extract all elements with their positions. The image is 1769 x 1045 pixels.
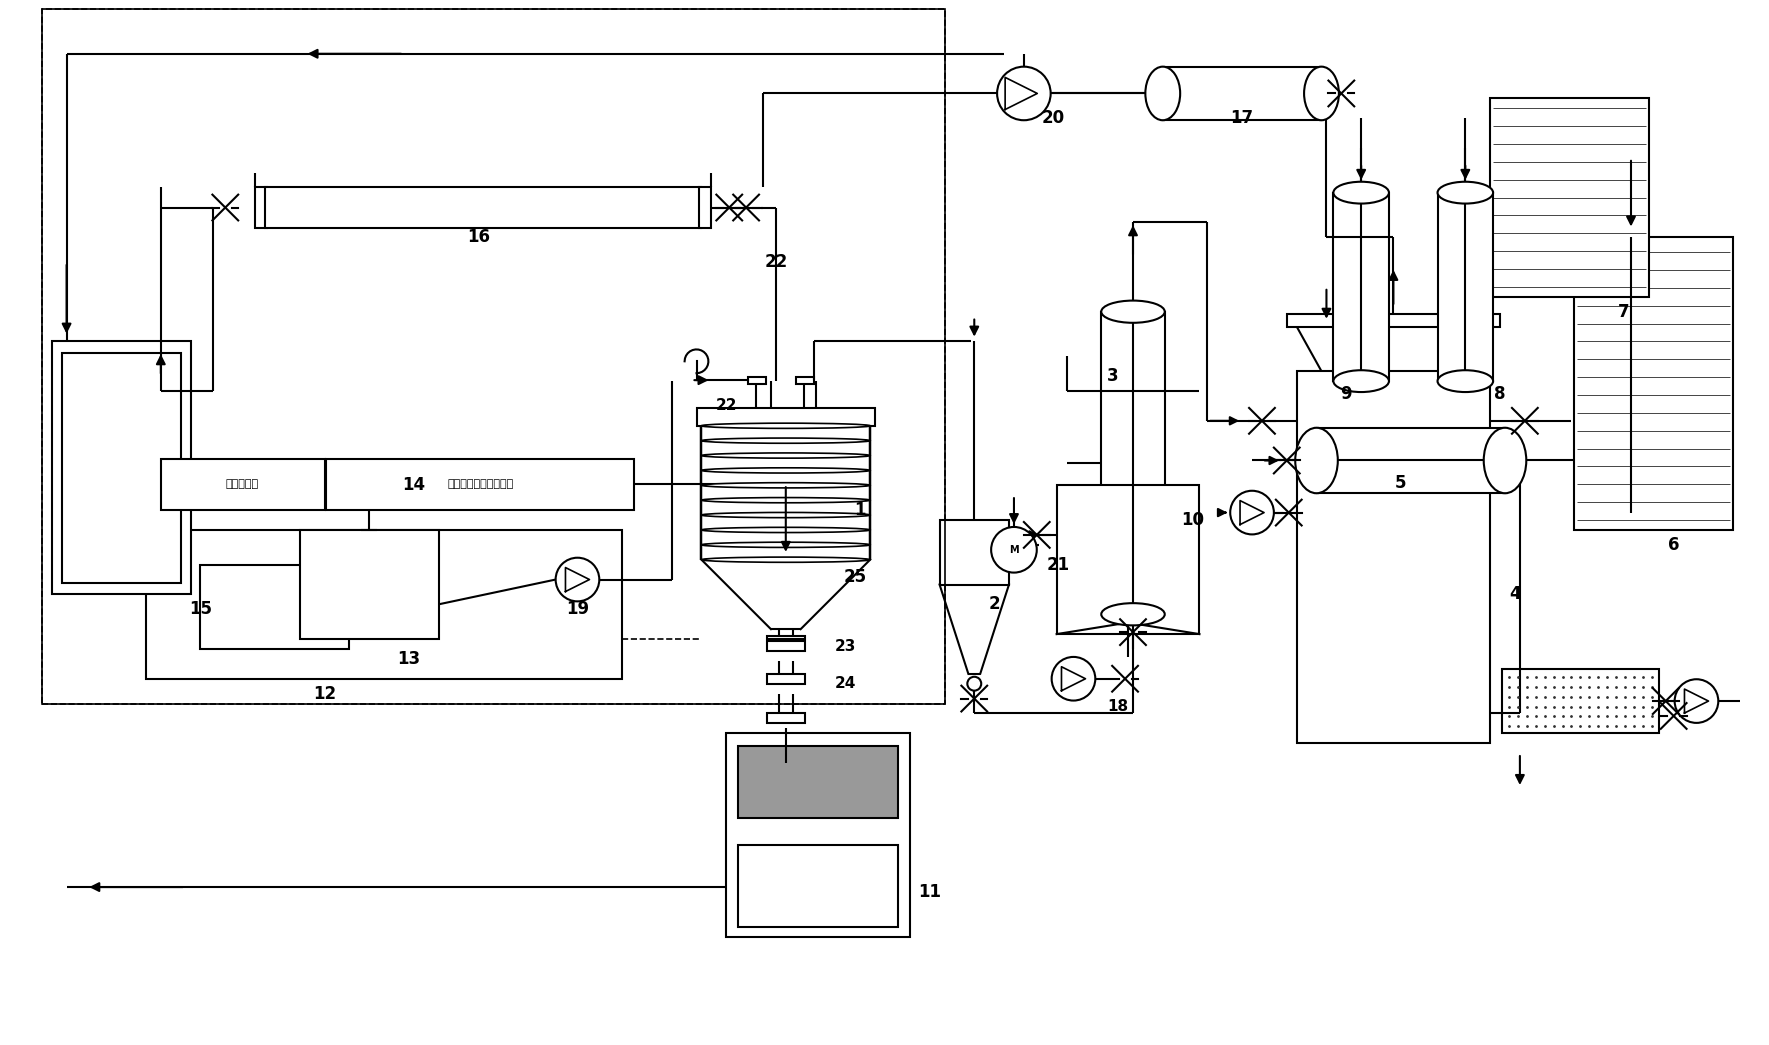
- Ellipse shape: [1438, 182, 1493, 204]
- Text: 4: 4: [1509, 585, 1521, 603]
- Text: 24: 24: [835, 676, 856, 691]
- Ellipse shape: [702, 438, 870, 443]
- Circle shape: [555, 558, 600, 601]
- Bar: [697, 408, 876, 425]
- Bar: [327, 459, 633, 510]
- Ellipse shape: [702, 483, 870, 488]
- Text: 18: 18: [1107, 699, 1129, 714]
- Bar: [1297, 371, 1489, 743]
- Bar: [1489, 98, 1649, 297]
- Text: 得到活性炭: 得到活性炭: [226, 480, 258, 489]
- Ellipse shape: [702, 423, 870, 428]
- Ellipse shape: [702, 468, 870, 473]
- Bar: [255, 187, 267, 229]
- Ellipse shape: [1102, 301, 1164, 323]
- Circle shape: [968, 677, 982, 691]
- Bar: [1334, 192, 1389, 381]
- Bar: [161, 459, 324, 510]
- Bar: [768, 641, 805, 651]
- Ellipse shape: [702, 497, 870, 503]
- Bar: [1056, 485, 1199, 634]
- Bar: [768, 714, 805, 723]
- Bar: [1316, 427, 1505, 493]
- Ellipse shape: [1304, 67, 1339, 120]
- Bar: [1502, 669, 1659, 734]
- Text: 21: 21: [1047, 556, 1070, 574]
- Circle shape: [991, 527, 1037, 573]
- Ellipse shape: [702, 542, 870, 548]
- Text: 粉碎、选粒、赋活处理: 粉碎、选粒、赋活处理: [448, 480, 513, 489]
- Ellipse shape: [702, 528, 870, 533]
- Text: 9: 9: [1341, 385, 1352, 403]
- Bar: [748, 377, 766, 385]
- Text: 2: 2: [989, 596, 999, 613]
- Text: 17: 17: [1231, 110, 1254, 127]
- Circle shape: [1675, 679, 1718, 723]
- Bar: [1162, 67, 1321, 120]
- Text: 25: 25: [844, 567, 867, 585]
- Ellipse shape: [702, 557, 870, 562]
- Bar: [42, 9, 945, 703]
- Text: 14: 14: [402, 477, 425, 494]
- Text: 1: 1: [854, 502, 867, 519]
- Ellipse shape: [1484, 427, 1527, 493]
- Bar: [768, 674, 805, 683]
- Text: 22: 22: [715, 398, 738, 414]
- Text: 12: 12: [313, 684, 336, 702]
- Bar: [265, 187, 702, 229]
- Bar: [796, 377, 814, 385]
- Circle shape: [998, 67, 1051, 120]
- Text: 5: 5: [1396, 474, 1406, 492]
- Text: 13: 13: [398, 650, 421, 668]
- Ellipse shape: [702, 452, 870, 458]
- Text: 8: 8: [1495, 385, 1505, 403]
- Bar: [145, 530, 623, 679]
- Ellipse shape: [702, 512, 870, 517]
- Text: 19: 19: [566, 600, 589, 619]
- Bar: [1438, 192, 1493, 381]
- Bar: [699, 187, 711, 229]
- Text: 15: 15: [189, 600, 212, 619]
- Text: 6: 6: [1668, 536, 1679, 554]
- Text: M: M: [1008, 544, 1019, 555]
- Ellipse shape: [1334, 182, 1389, 204]
- Text: 11: 11: [918, 883, 941, 901]
- Bar: [334, 467, 403, 505]
- Bar: [299, 530, 439, 640]
- Ellipse shape: [1102, 603, 1164, 625]
- Text: 23: 23: [835, 640, 856, 654]
- Bar: [1102, 311, 1164, 614]
- Bar: [51, 342, 191, 595]
- Text: 7: 7: [1619, 303, 1629, 321]
- Bar: [200, 564, 348, 649]
- Text: 10: 10: [1182, 511, 1205, 529]
- Circle shape: [1051, 657, 1095, 700]
- Text: 3: 3: [1107, 367, 1120, 386]
- Ellipse shape: [1438, 370, 1493, 392]
- Bar: [1574, 237, 1734, 530]
- Text: 20: 20: [1042, 110, 1065, 127]
- Ellipse shape: [1334, 370, 1389, 392]
- Bar: [62, 353, 180, 582]
- Bar: [768, 636, 805, 640]
- Ellipse shape: [1145, 67, 1180, 120]
- Bar: [1286, 314, 1500, 327]
- Bar: [738, 845, 899, 927]
- Circle shape: [1229, 491, 1274, 534]
- Ellipse shape: [1295, 427, 1337, 493]
- Text: 16: 16: [467, 228, 490, 247]
- Text: 22: 22: [764, 253, 787, 271]
- Bar: [939, 520, 1008, 584]
- Bar: [738, 746, 899, 817]
- Bar: [727, 734, 909, 936]
